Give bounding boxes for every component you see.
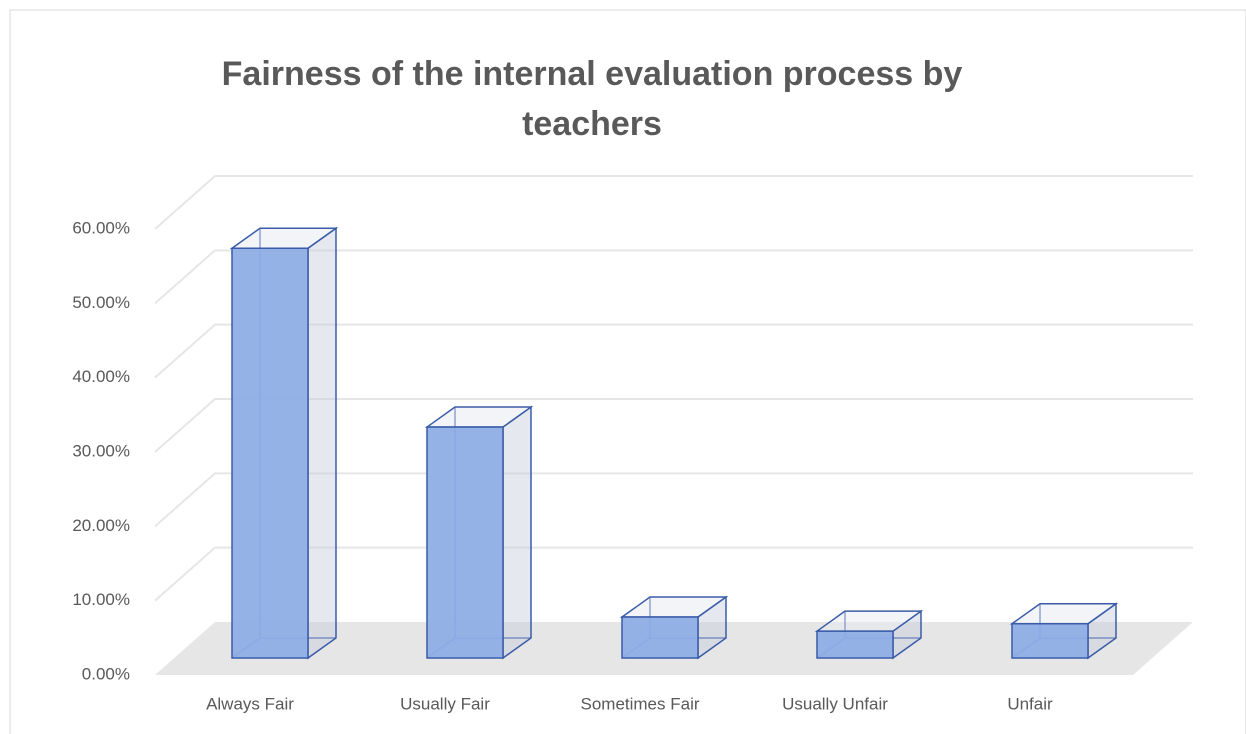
bar-face — [621, 616, 699, 659]
bar — [229, 226, 339, 660]
chart-frame — [9, 9, 1246, 734]
grid-line — [154, 175, 1193, 230]
y-tick-label: 40.00% — [72, 367, 130, 386]
grid-line — [154, 249, 1193, 305]
bar — [424, 405, 534, 660]
grid-line — [154, 323, 1193, 379]
bar — [814, 609, 924, 660]
bar-face — [426, 426, 504, 659]
x-tick-label: Sometimes Fair — [580, 694, 699, 713]
grid-line — [154, 398, 1193, 453]
x-tick-label: Unfair — [1007, 694, 1053, 713]
chart-title: teachers — [522, 105, 662, 143]
y-tick-label: 50.00% — [72, 293, 130, 312]
y-tick-label: 0.00% — [82, 664, 130, 683]
grid-line — [154, 472, 1193, 528]
y-tick-label: 10.00% — [72, 590, 130, 609]
y-tick-label: 30.00% — [72, 441, 130, 460]
y-tick-label: 60.00% — [72, 218, 130, 237]
bar — [1009, 602, 1119, 660]
bar-face — [816, 630, 894, 659]
grid-line — [154, 546, 1193, 602]
x-tick-label: Always Fair — [206, 694, 294, 713]
bar-face — [231, 247, 309, 659]
chart-title: Fairness of the internal evaluation proc… — [222, 55, 963, 93]
bar-face — [307, 226, 337, 660]
bar — [619, 595, 729, 660]
bar-face — [1011, 622, 1089, 659]
y-tick-label: 20.00% — [72, 516, 130, 535]
x-tick-label: Usually Unfair — [782, 694, 888, 713]
x-tick-label: Usually Fair — [400, 694, 490, 713]
bar-face — [502, 405, 532, 660]
